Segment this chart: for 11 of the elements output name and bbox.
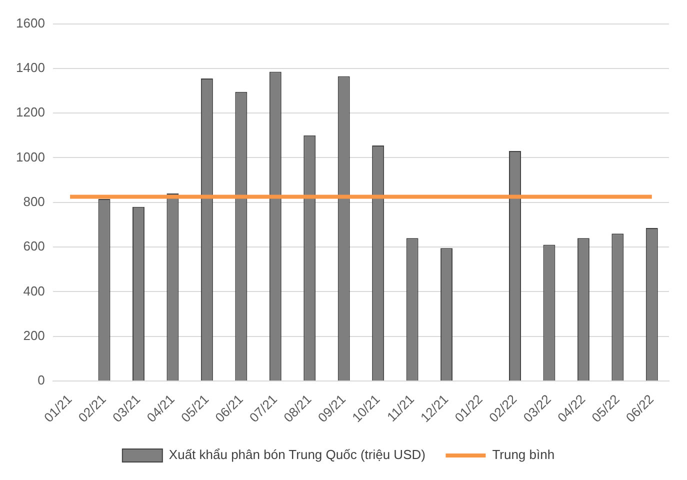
legend-label: Trung bình [492,447,555,462]
y-tick-label: 1200 [16,104,45,120]
y-tick-label: 1000 [16,149,45,164]
y-tick-label: 0 [38,372,45,388]
legend-label: Xuất khẩu phân bón Trung Quốc (triệu USD) [168,447,426,462]
y-tick-label: 800 [23,194,45,209]
y-tick-label: 1400 [16,60,45,76]
y-tick-label: 200 [23,328,45,343]
y-tick-label: 1600 [16,15,45,30]
y-tick-label: 400 [23,283,45,298]
y-tick-label: 600 [23,238,45,254]
